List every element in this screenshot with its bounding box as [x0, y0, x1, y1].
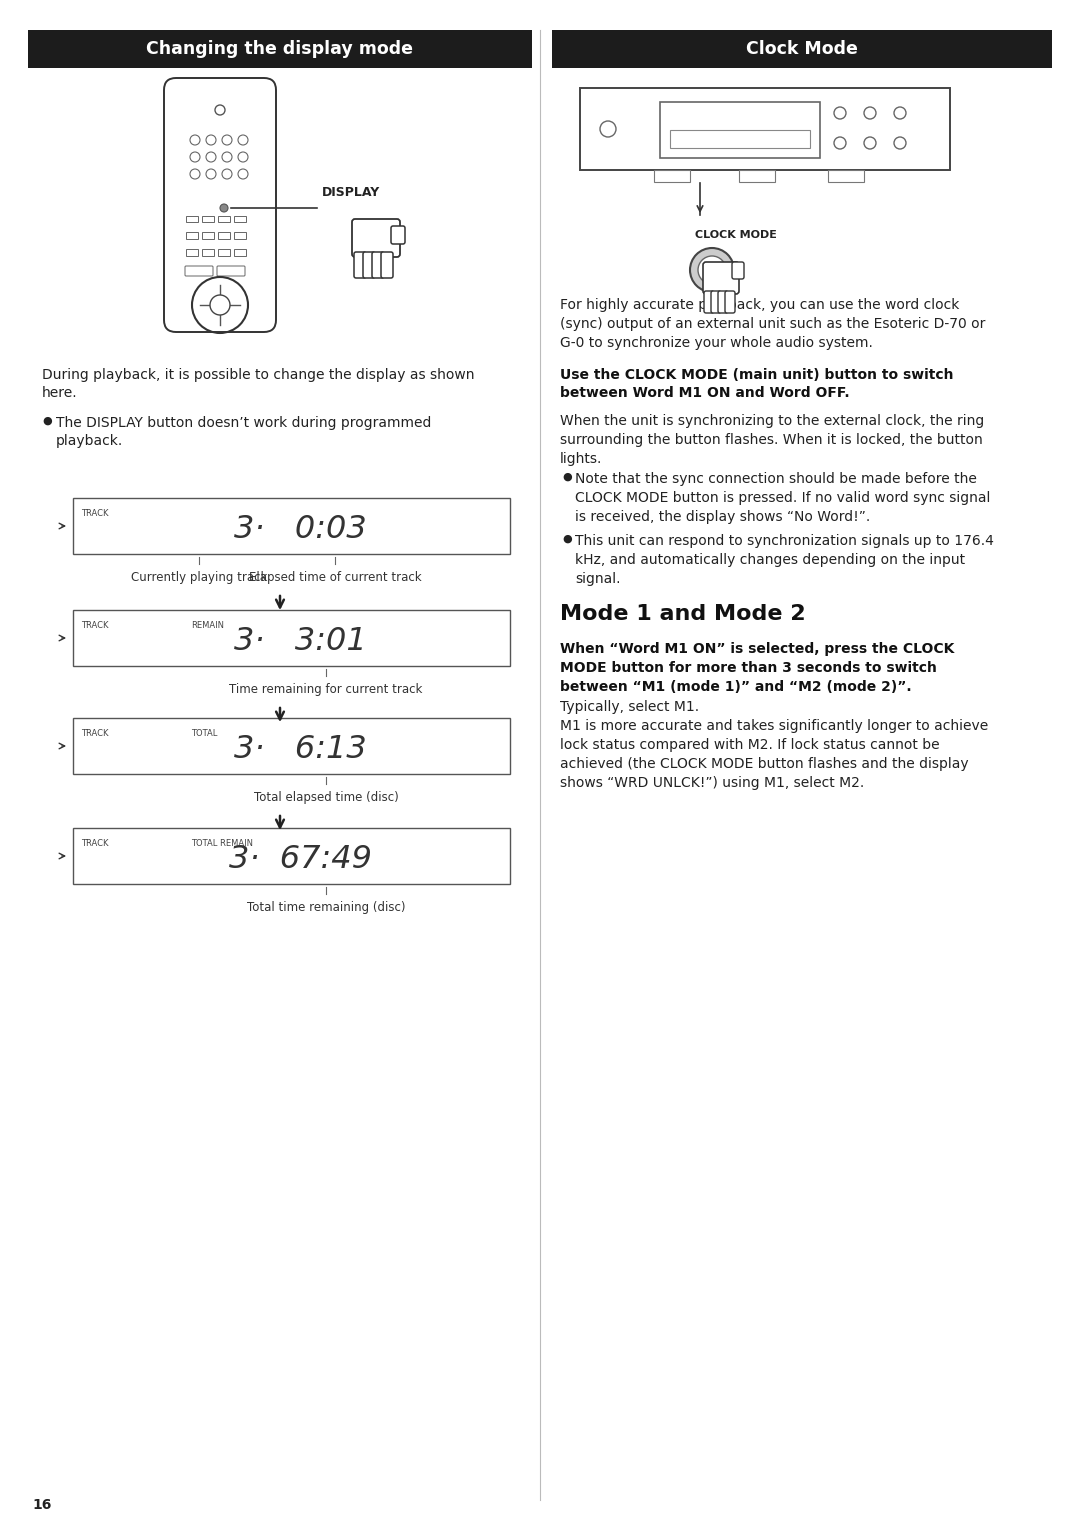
Text: TRACK: TRACK — [81, 839, 108, 848]
Text: Elapsed time of current track: Elapsed time of current track — [248, 571, 421, 584]
Text: TRACK: TRACK — [81, 729, 108, 739]
Text: When the unit is synchronizing to the external clock, the ring
surrounding the b: When the unit is synchronizing to the ex… — [561, 414, 984, 465]
FancyBboxPatch shape — [704, 291, 714, 313]
Text: 16: 16 — [32, 1499, 52, 1512]
Bar — [73, 497, 510, 554]
Text: 3·  67:49: 3· 67:49 — [229, 844, 372, 876]
Text: Typically, select M1.
M1 is more accurate and takes significantly longer to achi: Typically, select M1. M1 is more accurat… — [561, 700, 988, 790]
Circle shape — [690, 249, 734, 291]
FancyBboxPatch shape — [164, 78, 276, 333]
Text: TRACK: TRACK — [81, 510, 108, 517]
FancyBboxPatch shape — [391, 226, 405, 244]
FancyBboxPatch shape — [363, 252, 375, 278]
FancyBboxPatch shape — [725, 291, 735, 313]
Text: During playback, it is possible to change the display as shown
here.: During playback, it is possible to chang… — [42, 368, 474, 400]
Bar — [202, 232, 214, 240]
Text: ●: ● — [42, 417, 52, 426]
Text: TRACK: TRACK — [81, 621, 108, 630]
FancyBboxPatch shape — [718, 291, 728, 313]
Bar — [660, 102, 820, 159]
Text: For highly accurate playback, you can use the word clock
(sync) output of an ext: For highly accurate playback, you can us… — [561, 298, 985, 349]
Bar — [828, 169, 864, 182]
Text: When “Word M1 ON” is selected, press the CLOCK
MODE button for more than 3 secon: When “Word M1 ON” is selected, press the… — [561, 642, 955, 694]
Text: Clock Mode: Clock Mode — [746, 40, 858, 58]
Bar — [218, 232, 230, 240]
FancyBboxPatch shape — [703, 262, 739, 295]
Text: Total time remaining (disc): Total time remaining (disc) — [246, 900, 405, 914]
Text: Currently playing track: Currently playing track — [131, 571, 267, 584]
Text: Total elapsed time (disc): Total elapsed time (disc) — [254, 790, 399, 804]
FancyBboxPatch shape — [732, 262, 744, 279]
FancyBboxPatch shape — [185, 266, 213, 276]
Text: DISPLAY: DISPLAY — [322, 186, 380, 200]
Text: CLOCK MODE: CLOCK MODE — [696, 230, 777, 240]
Text: Note that the sync connection should be made before the
CLOCK MODE button is pre: Note that the sync connection should be … — [575, 472, 990, 523]
Bar — [202, 217, 214, 221]
Text: ●: ● — [562, 534, 571, 543]
Bar — [202, 249, 214, 256]
Bar — [186, 232, 198, 240]
Bar — [739, 169, 775, 182]
Text: Changing the display mode: Changing the display mode — [147, 40, 414, 58]
Bar — [234, 217, 246, 221]
Text: This unit can respond to synchronization signals up to 176.4
kHz, and automatica: This unit can respond to synchronization… — [575, 534, 994, 586]
Bar — [580, 89, 950, 169]
Text: TOTAL: TOTAL — [191, 729, 217, 739]
FancyBboxPatch shape — [217, 266, 245, 276]
Circle shape — [698, 256, 726, 284]
Bar — [186, 249, 198, 256]
Bar — [234, 232, 246, 240]
Bar — [234, 249, 246, 256]
Bar — [218, 249, 230, 256]
Bar — [73, 610, 510, 665]
Text: Time remaining for current track: Time remaining for current track — [229, 684, 422, 696]
FancyBboxPatch shape — [381, 252, 393, 278]
FancyBboxPatch shape — [372, 252, 384, 278]
FancyBboxPatch shape — [354, 252, 366, 278]
Bar — [654, 169, 690, 182]
Text: 3·   3:01: 3· 3:01 — [234, 627, 366, 658]
Text: The DISPLAY button doesn’t work during programmed
playback.: The DISPLAY button doesn’t work during p… — [56, 417, 431, 449]
Text: 3·   0:03: 3· 0:03 — [234, 514, 366, 545]
Bar — [73, 829, 510, 884]
Text: Mode 1 and Mode 2: Mode 1 and Mode 2 — [561, 604, 806, 624]
Bar — [218, 217, 230, 221]
Text: TOTAL REMAIN: TOTAL REMAIN — [191, 839, 253, 848]
FancyBboxPatch shape — [352, 220, 400, 256]
Text: Use the CLOCK MODE (main unit) button to switch
between Word M1 ON and Word OFF.: Use the CLOCK MODE (main unit) button to… — [561, 368, 954, 400]
Text: REMAIN: REMAIN — [191, 621, 224, 630]
Circle shape — [220, 204, 228, 212]
Bar — [670, 130, 810, 148]
Bar — [552, 31, 1052, 69]
Text: 3·   6:13: 3· 6:13 — [234, 734, 366, 766]
Circle shape — [210, 295, 230, 314]
Bar — [73, 719, 510, 774]
Bar — [186, 217, 198, 221]
Bar — [28, 31, 532, 69]
FancyBboxPatch shape — [711, 291, 721, 313]
Text: ●: ● — [562, 472, 571, 482]
